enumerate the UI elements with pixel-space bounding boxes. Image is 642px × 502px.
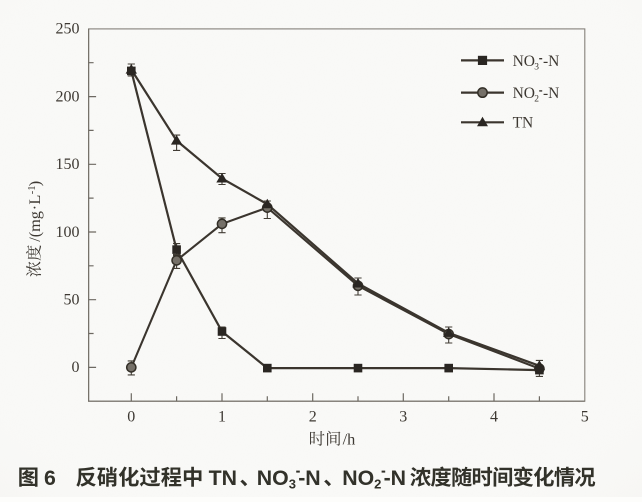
svg-text:-N: -N	[298, 466, 320, 490]
svg-text:NO: NO	[513, 85, 535, 102]
svg-text:/h: /h	[343, 430, 356, 449]
svg-text:2: 2	[374, 477, 381, 492]
svg-text:TN: TN	[209, 466, 237, 490]
svg-text:-N: -N	[543, 85, 559, 102]
svg-text:6: 6	[44, 466, 56, 490]
svg-text:4: 4	[490, 409, 498, 426]
svg-text:100: 100	[56, 224, 80, 241]
svg-text:-1: -1	[27, 185, 38, 194]
svg-text:·: ·	[25, 205, 44, 210]
svg-text:1: 1	[218, 409, 226, 426]
svg-text:NO: NO	[513, 53, 535, 70]
svg-text:3: 3	[534, 62, 539, 72]
svg-text:-N: -N	[384, 466, 406, 490]
svg-text:): )	[25, 181, 44, 186]
svg-text:250: 250	[56, 21, 80, 38]
svg-text:NO: NO	[342, 466, 374, 490]
svg-text:3: 3	[399, 409, 407, 426]
svg-text:5: 5	[581, 409, 589, 426]
svg-text:NO: NO	[257, 466, 289, 490]
svg-text:L: L	[25, 195, 44, 205]
svg-text:50: 50	[64, 292, 80, 309]
svg-text:150: 150	[56, 156, 80, 173]
svg-text:TN: TN	[513, 115, 534, 132]
svg-text:2: 2	[309, 409, 317, 426]
svg-text:/(mg: /(mg	[25, 211, 44, 242]
svg-text:-N: -N	[543, 53, 559, 70]
svg-text:0: 0	[72, 359, 80, 376]
svg-text:3: 3	[289, 477, 296, 492]
svg-text:0: 0	[127, 409, 135, 426]
svg-text:200: 200	[56, 88, 80, 105]
svg-text:2: 2	[534, 95, 539, 105]
